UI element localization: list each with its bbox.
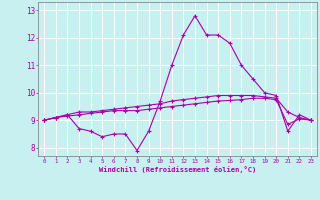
X-axis label: Windchill (Refroidissement éolien,°C): Windchill (Refroidissement éolien,°C): [99, 166, 256, 173]
